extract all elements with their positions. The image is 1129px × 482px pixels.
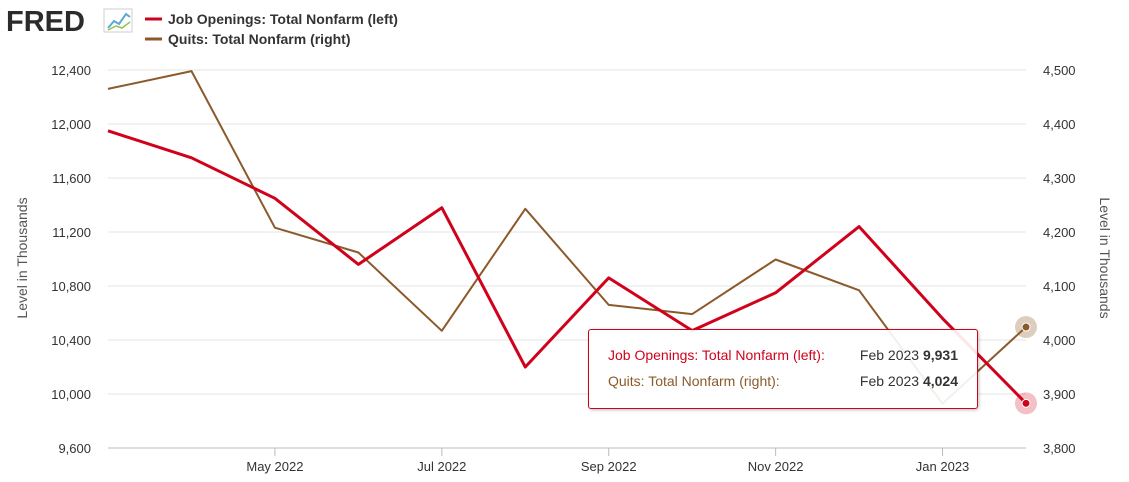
chart-trend-icon-secondary — [107, 21, 131, 31]
hover-markers — [1015, 316, 1037, 415]
fred-logo-text: FRED — [6, 6, 85, 38]
series-line-job-openings[interactable] — [107, 129, 1028, 405]
tooltip-series-name: Quits: Total Nonfarm (right): — [608, 373, 780, 389]
legend-label-job-openings: Job Openings: Total Nonfarm (left) — [168, 11, 398, 27]
tooltip-row-job-openings: Job Openings: Total Nonfarm (left): Feb … — [608, 347, 958, 367]
y-left-tick-label: 11,200 — [52, 225, 91, 240]
gridlines — [108, 69, 1026, 449]
tooltip-value: Feb 2023 9,931 — [860, 347, 958, 363]
tooltip-date: Feb 2023 — [859, 373, 920, 389]
tooltip-number: 4,024 — [922, 373, 958, 389]
fred-logo-icon-frame — [103, 8, 133, 33]
y-left-tick-label: 12,000 — [51, 117, 91, 132]
y-left-tick-label: 10,800 — [51, 279, 91, 294]
y-right-tick-label: 4,300 — [1043, 171, 1076, 186]
y-right-tick-label: 4,500 — [1043, 63, 1076, 78]
fred-logo[interactable]: FRED — [6, 6, 133, 38]
y-left-tick-label: 10,000 — [51, 387, 91, 402]
hover-marker-quits — [1021, 322, 1031, 332]
y-left-tick-label: 9,600 — [58, 441, 91, 456]
y-left-tick-label: 10,400 — [51, 333, 91, 348]
series-line-quits[interactable] — [107, 70, 1027, 405]
y-left-tick-label: 11,600 — [52, 171, 91, 186]
tooltip: Job Openings: Total Nonfarm (left): Feb … — [588, 329, 978, 409]
tooltip-row-quits: Quits: Total Nonfarm (right): Feb 2023 4… — [608, 373, 958, 393]
y-right-tick-label: 4,200 — [1043, 225, 1076, 240]
x-tick-label: Jan 2023 — [916, 459, 970, 474]
tooltip-date: Feb 2023 — [859, 347, 920, 363]
y-right-tick-label: 4,100 — [1043, 279, 1076, 294]
y-left-tick-label: 12,400 — [51, 63, 91, 78]
y-right-tick-label: 3,800 — [1043, 441, 1076, 456]
legend-label-quits: Quits: Total Nonfarm (right) — [168, 31, 351, 47]
x-axis: May 2022 Jul 2022 Sep 2022 Nov 2022 Jan 2023 — [246, 448, 969, 474]
chart-trend-icon — [107, 12, 131, 29]
x-tick-label: May 2022 — [246, 459, 303, 474]
y-right-tick-label: 4,000 — [1043, 333, 1076, 348]
tooltip-value: Feb 2023 4,024 — [860, 373, 958, 389]
hover-marker-job-openings — [1021, 398, 1031, 408]
y-axis-right-title: Level in Thousands — [1097, 197, 1113, 318]
y-axis-right: 3,800 3,900 4,000 4,100 4,200 4,300 4,400 4,500 — [1043, 63, 1076, 456]
y-axis-left-title: Level in Thousands — [14, 197, 30, 318]
legend-item-job-openings[interactable]: Job Openings: Total Nonfarm (left) — [145, 11, 398, 27]
x-tick-label: Sep 2022 — [581, 459, 637, 474]
legend-item-quits[interactable]: Quits: Total Nonfarm (right) — [145, 31, 351, 47]
series — [107, 70, 1028, 405]
x-tick-label: Nov 2022 — [748, 459, 804, 474]
y-axis-left: 9,600 10,000 10,400 10,800 11,200 11,600 12,00… — [51, 63, 91, 456]
tooltip-series-name: Job Openings: Total Nonfarm (left): — [608, 347, 825, 363]
x-tick-label: Jul 2022 — [417, 459, 466, 474]
y-right-tick-label: 3,900 — [1043, 387, 1076, 402]
y-right-tick-label: 4,400 — [1043, 117, 1076, 132]
legend: Job Openings: Total Nonfarm (left) Quits… — [145, 11, 398, 47]
tooltip-number: 9,931 — [922, 347, 958, 363]
